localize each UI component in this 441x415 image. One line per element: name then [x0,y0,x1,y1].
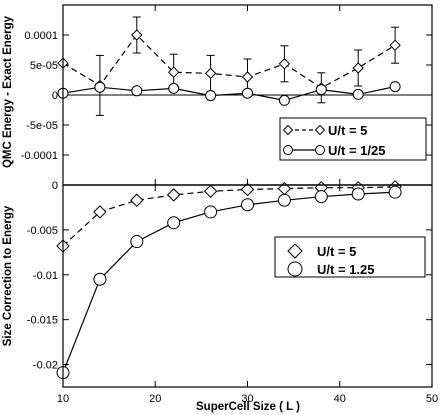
y-tick-label: -0.005 [27,225,58,237]
data-point [314,190,328,204]
data-point [130,235,144,249]
data-point [277,193,291,207]
x-tick-label: 10 [57,393,69,405]
data-point [131,29,143,41]
data-point [388,185,402,199]
data-point [93,205,107,219]
series-line [62,186,396,247]
x-tick-label: 40 [334,393,346,405]
data-point [389,39,401,51]
legend-label: U/t = 5 [317,244,356,259]
data-point [166,188,181,202]
y-tick-label: -5e-05 [26,120,58,132]
x-tick-label: 50 [426,393,438,405]
data-point [205,90,217,102]
top-panel: 0.0001 5e-05 0 -5e-05 -0.0001 U/t = 5 U/t = 1/… [21,5,433,185]
data-point [203,184,218,198]
y-tick-label: -0.02 [33,360,58,372]
data-point [167,66,180,78]
y-tick-label: 0 [52,90,58,102]
legend-box [279,117,427,161]
data-point [241,71,254,83]
y-tick-label: -0.01 [33,270,58,282]
legend-label: U/t = 1/25 [328,143,385,158]
legend-marker [282,124,294,136]
legend-marker [287,261,303,277]
legend-marker [283,145,293,155]
legend-label: U/t = 1.25 [317,262,374,277]
y-tick-label: 0 [52,180,58,192]
data-point [241,198,254,212]
series-line [62,191,396,373]
data-point [389,81,401,93]
data-point [315,84,327,96]
x-axis-label: SuperCell Size ( L ) [196,401,300,413]
data-point [167,216,181,230]
data-point [93,272,107,286]
data-point [352,62,364,74]
plot-frame [62,4,433,388]
data-point [94,81,106,93]
data-point [278,94,290,106]
legend-marker [287,243,303,259]
data-point [278,58,291,70]
series-line [62,86,396,102]
x-tick-label: 30 [241,393,253,405]
data-point [204,67,217,80]
data-point [351,187,365,201]
y-tick-label: -0.0001 [21,150,58,162]
data-point [240,182,255,197]
top-y-axis-label: QMC Energy - Exact Energy [2,15,14,168]
data-point [204,205,218,219]
data-point [168,82,180,94]
data-point [131,85,143,97]
x-tick-label: 20 [149,393,161,405]
bottom-y-axis-label: Size Correction to Energy [2,205,14,346]
data-point [130,193,144,207]
y-tick-label: 0.0001 [24,30,58,42]
y-tick-label: -0.015 [27,315,58,327]
legend-marker [315,145,325,155]
y-tick-label: 5e-05 [30,60,58,72]
series-line [62,34,396,89]
axes-frames [62,4,433,388]
legend-marker [314,124,326,136]
data-point [352,88,364,100]
bottom-panel: 0 -0.005 -0.01 -0.015 -0.02 10 20 30 40 50 U/t = 5… [27,180,438,405]
data-point [242,87,253,99]
legend-label: U/t = 5 [328,123,367,138]
